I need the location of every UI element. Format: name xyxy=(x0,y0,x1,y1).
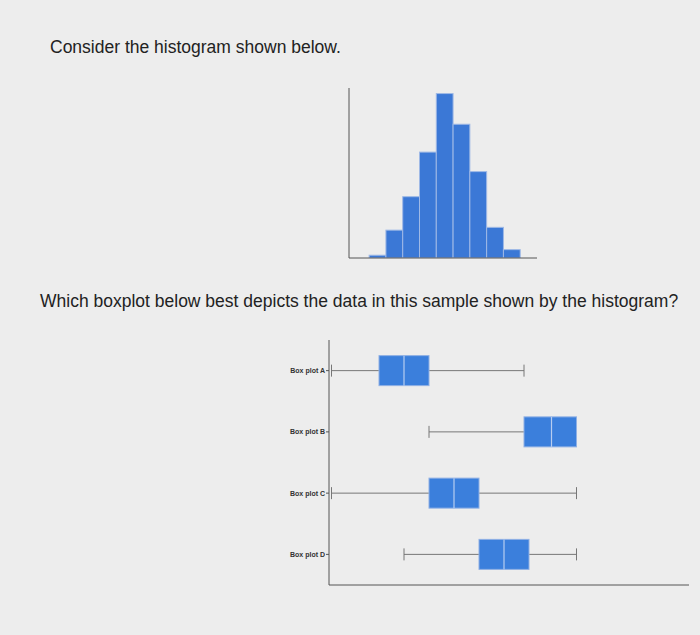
whisker xyxy=(529,554,577,555)
histogram-bars xyxy=(369,94,520,258)
whisker-cap xyxy=(576,548,577,560)
category-label: Box plot B xyxy=(290,428,325,436)
question: Which boxplot below best depicts the dat… xyxy=(40,291,678,311)
prompt: Consider the histogram shown below. xyxy=(50,37,341,57)
box xyxy=(479,539,529,569)
whisker xyxy=(479,493,577,494)
whisker-cap xyxy=(576,487,577,499)
histogram-bar xyxy=(470,172,487,258)
boxplots xyxy=(332,356,577,570)
whisker-cap xyxy=(524,365,525,377)
x-axis xyxy=(329,585,689,586)
whisker xyxy=(429,431,524,432)
whisker-cap xyxy=(331,487,332,499)
median xyxy=(453,478,454,508)
whisker xyxy=(404,554,479,555)
whisker-cap xyxy=(331,365,332,377)
background xyxy=(0,0,700,635)
category-label: Box plot D xyxy=(290,551,325,559)
histogram-bar xyxy=(420,152,437,258)
box xyxy=(429,478,479,508)
box xyxy=(524,417,577,447)
y-axis xyxy=(329,340,330,585)
page: Consider the histogram shown below. Which… xyxy=(0,0,700,635)
whisker xyxy=(332,370,380,371)
histogram-bar xyxy=(503,250,520,258)
histogram-bar xyxy=(487,227,504,258)
median xyxy=(403,356,404,386)
x-axis xyxy=(349,258,537,259)
median xyxy=(503,539,504,569)
y-axis xyxy=(349,88,350,258)
whisker-cap xyxy=(429,426,430,438)
whisker xyxy=(429,370,524,371)
box xyxy=(379,356,429,386)
category-label: Box plot C xyxy=(290,490,325,498)
whisker-cap xyxy=(404,548,405,560)
histogram-bar xyxy=(403,197,420,258)
median xyxy=(551,417,552,447)
histogram-bar xyxy=(436,94,453,258)
whisker xyxy=(332,493,430,494)
category-label: Box plot A xyxy=(290,367,325,375)
histogram-bar xyxy=(386,230,403,258)
histogram-bar xyxy=(453,124,470,258)
